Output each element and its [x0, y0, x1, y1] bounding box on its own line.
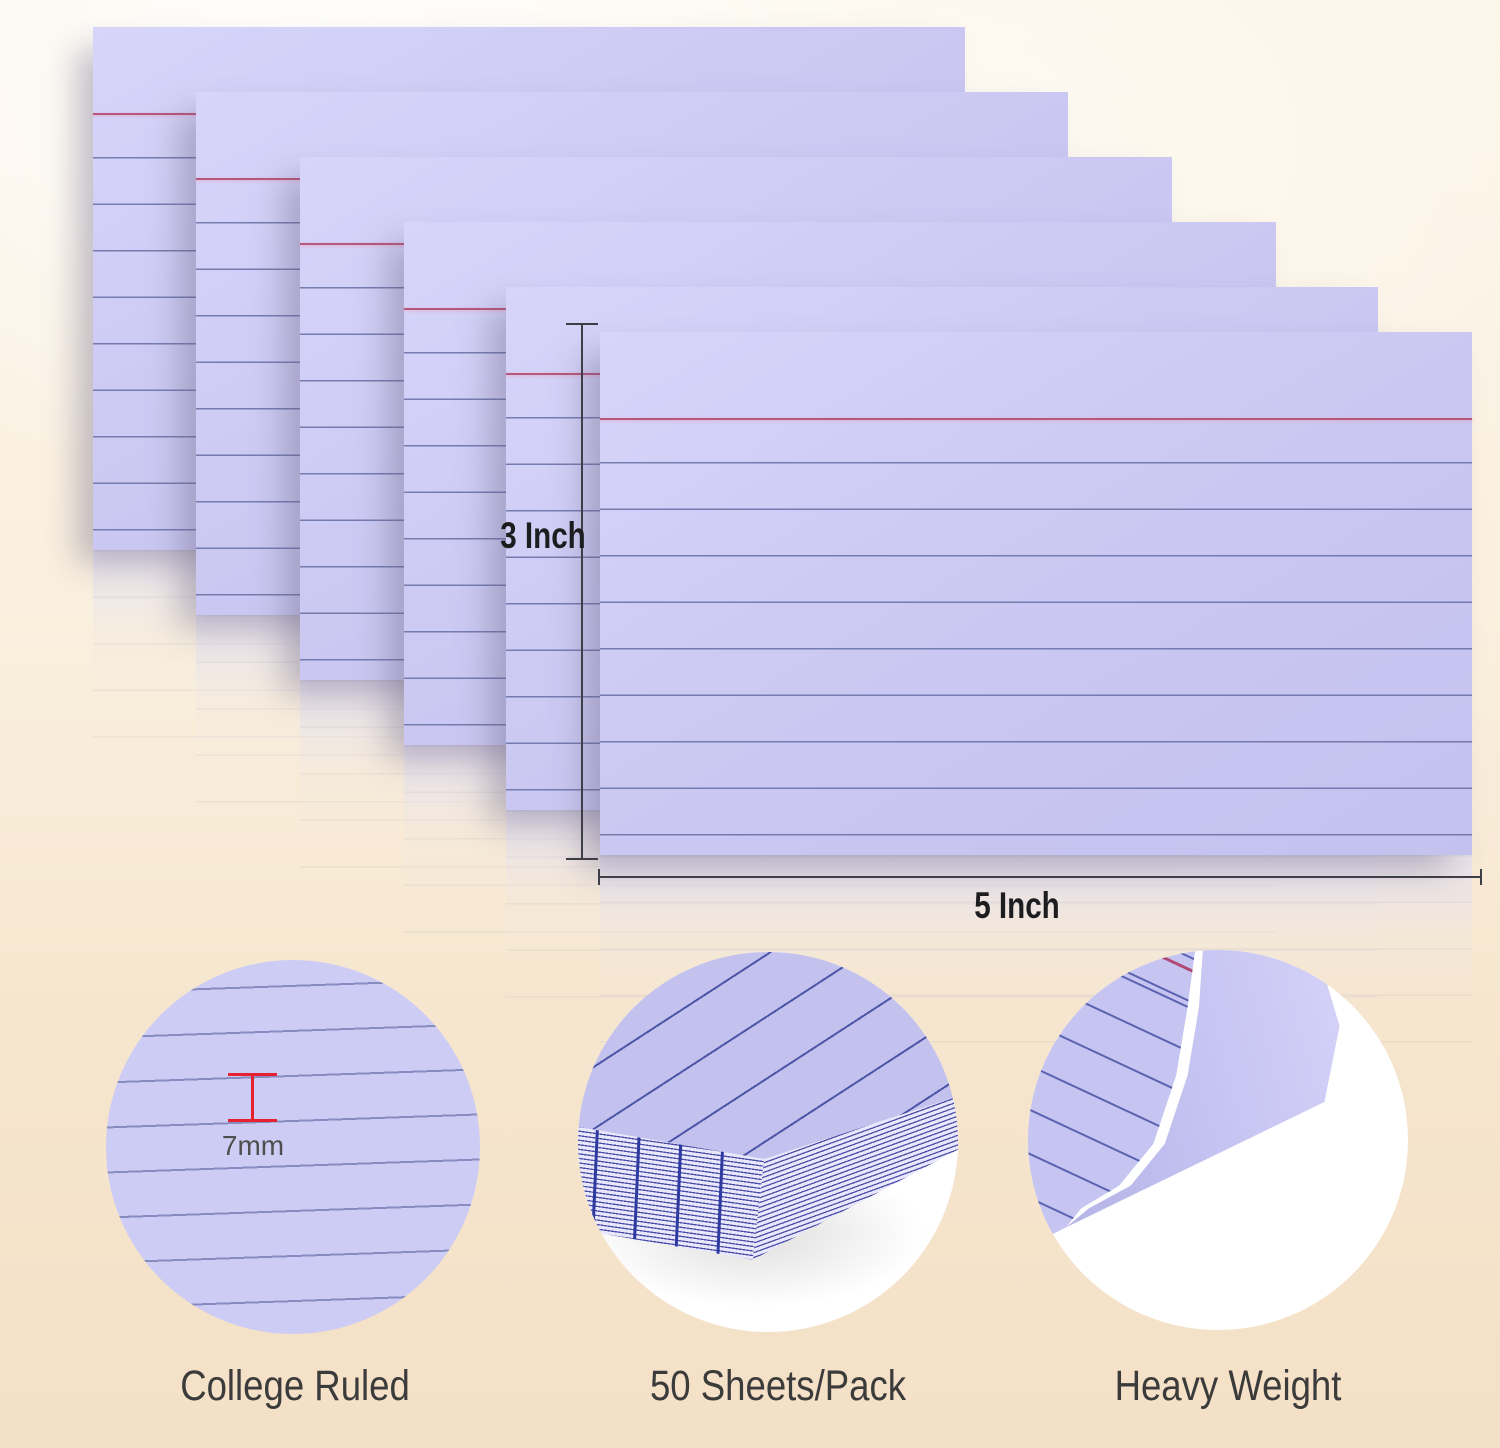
index-card-6	[600, 332, 1472, 855]
feature-label-college-ruled: College Ruled	[180, 1362, 410, 1410]
height-dimension-label: 3 Inch	[500, 515, 586, 556]
width-dimension-label: 5 Inch	[974, 885, 1060, 926]
ruling-gauge-label: 7mm	[221, 1130, 285, 1161]
feature-label-heavy-weight: Heavy Weight	[1114, 1362, 1342, 1410]
width-dimension-line	[598, 869, 1482, 885]
college-ruled-closeup: 7mm	[106, 960, 480, 1334]
curled-card-graphic	[1028, 950, 1408, 1330]
card-stack-graphic	[578, 952, 958, 1332]
height-dimension-line	[566, 323, 598, 860]
feature-label-sheets-per-pack: 50 Sheets/Pack	[649, 1362, 907, 1410]
